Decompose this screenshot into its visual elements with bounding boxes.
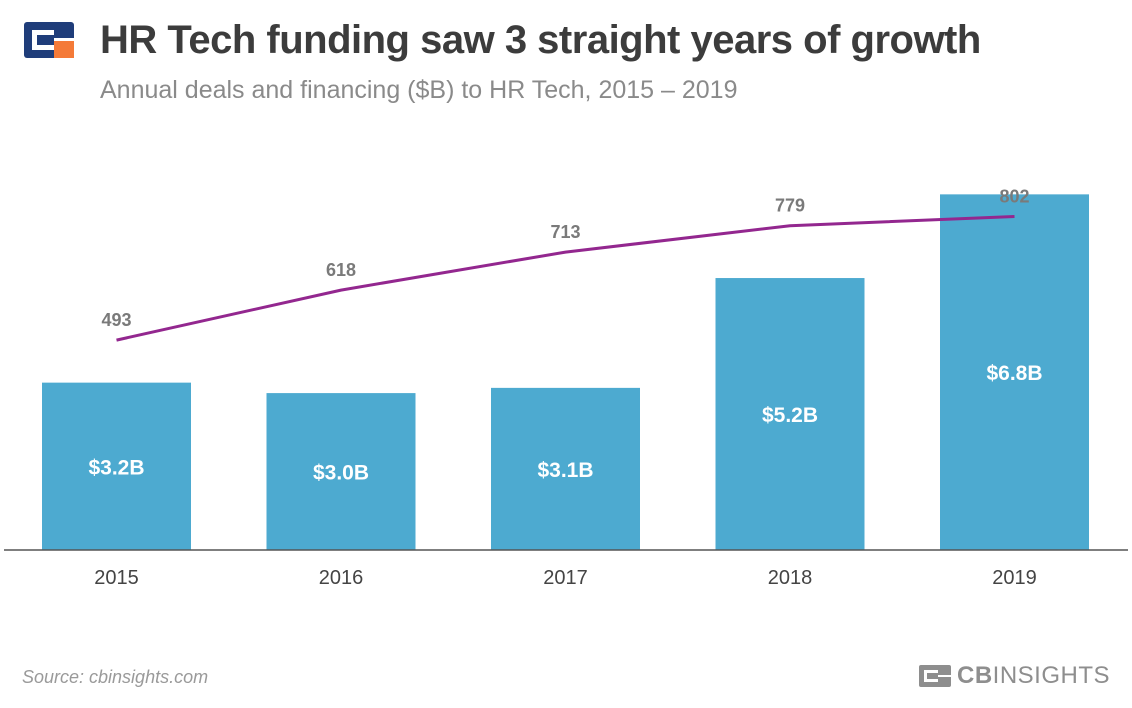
x-tick-label-2015: 2015 (94, 567, 139, 589)
x-tick-label-2016: 2016 (319, 567, 364, 589)
bar-value-label-2017: $3.1B (537, 459, 593, 482)
brand-mark: CBINSIGHTS (918, 662, 1110, 690)
brand-logo-icon (918, 665, 951, 687)
bar-value-label-2015: $3.2B (88, 456, 144, 479)
bar-value-label-2018: $5.2B (762, 404, 818, 427)
deals-label-2015: 493 (101, 310, 131, 330)
deals-label-2016: 618 (326, 260, 356, 280)
bar-2018 (715, 278, 865, 550)
x-tick-label-2017: 2017 (543, 567, 588, 589)
x-tick-label-2019: 2019 (992, 567, 1037, 589)
bar-2017 (491, 387, 640, 550)
bar-value-label-2016: $3.0B (313, 462, 369, 485)
deals-label-2019: 802 (999, 187, 1029, 207)
chart-title: HR Tech funding saw 3 straight years of … (100, 18, 981, 62)
bar-2019 (940, 194, 1089, 551)
brand-suffix: INSIGHTS (992, 662, 1110, 689)
brand-text: CBINSIGHTS (957, 662, 1110, 690)
deals-label-2017: 713 (550, 222, 580, 242)
bar-2015 (42, 382, 191, 550)
x-tick-label-2018: 2018 (768, 567, 813, 589)
bar-2016 (266, 393, 416, 550)
deals-label-2018: 779 (775, 196, 805, 216)
cb-insights-logo (24, 22, 74, 58)
source-note: Source: cbinsights.com (22, 667, 209, 687)
brand-prefix: CB (956, 662, 993, 689)
bar-value-label-2019: $6.8B (986, 362, 1042, 385)
deals-line (116, 215, 1015, 342)
chart-subtitle: Annual deals and financing ($B) to HR Te… (100, 76, 738, 104)
